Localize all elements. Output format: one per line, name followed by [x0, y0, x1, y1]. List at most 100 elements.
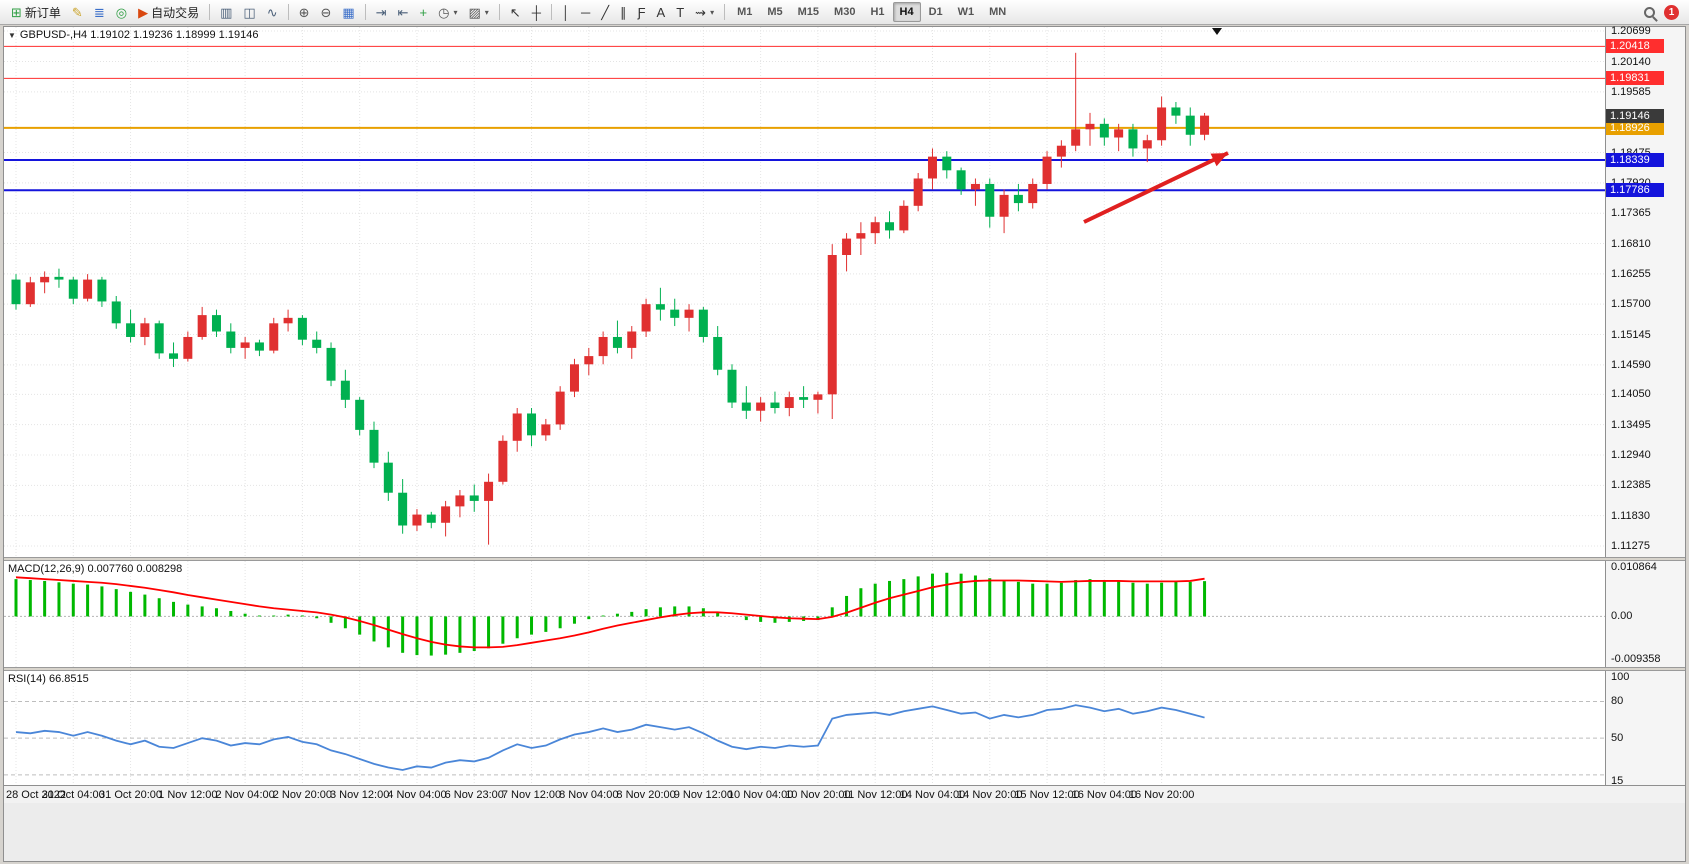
notification-badge[interactable]: 1 — [1664, 4, 1679, 20]
price-axis-label: 1.14050 — [1611, 388, 1651, 401]
market-watch-button[interactable]: ≣ — [89, 2, 110, 22]
rsi-axis-label: 100 — [1611, 671, 1630, 683]
fibonacci-button[interactable]: Ƒ — [633, 2, 651, 22]
tile-windows-button[interactable]: ▦ — [337, 2, 359, 22]
rsi-line — [15, 704, 1205, 771]
timeframe-h1-button[interactable]: H1 — [870, 6, 885, 18]
grid-horizontal — [4, 30, 1605, 547]
hline-icon: ─ — [581, 4, 591, 20]
templates-button[interactable]: ▨ ▾ — [463, 2, 493, 22]
arrows-icon: ⇝ — [695, 4, 707, 20]
toolbar-separator — [498, 4, 500, 20]
price-chart-canvas[interactable] — [4, 27, 1605, 557]
timeframe-m15-button[interactable]: M15 — [797, 6, 820, 18]
bar-chart-button[interactable]: ▥ — [215, 2, 237, 22]
pane-splitter[interactable] — [4, 667, 1685, 671]
time-axis-label: 1 Nov 12:00 — [158, 789, 218, 801]
channel-button[interactable]: ∥ — [615, 2, 632, 22]
timeframe-m1-button[interactable]: M1 — [737, 6, 753, 18]
timeframe-mn-button[interactable]: MN — [989, 6, 1007, 18]
symbol-ohlc-text: GBPUSD-,H4 1.19102 1.19236 1.18999 1.191… — [19, 29, 259, 41]
main-toolbar: ⊞ 新订单 ✎ ≣ ◎ ▶ 自动交易 ▥ ◫ ∿ ⊕ ⊖ ▦ ⇥ ⇤ + ◷ ▾ ▨ ▾ ↖ ┼ │ ─ ╱ ∥ Ƒ A T ⇝ ▾ M1 M5… — [0, 0, 1689, 25]
grid-vertical — [15, 27, 1163, 557]
toolbar-buttons: ⊞ 新订单 ✎ ≣ ◎ ▶ 自动交易 ▥ ◫ ∿ ⊕ ⊖ ▦ ⇥ ⇤ + ◷ ▾ ▨ ▾ ↖ ┼ │ ─ ╱ ∥ Ƒ A T ⇝ ▾ M1 M5… — [6, 2, 1644, 22]
symbol-ohlc-line: ▼ GBPUSD-,H4 1.19102 1.19236 1.18999 1.1… — [8, 29, 258, 41]
vline-icon: │ — [561, 4, 571, 20]
text-icon: A — [656, 4, 666, 20]
grid-vertical — [15, 671, 1163, 785]
dropdown-arrow-icon[interactable]: ▾ — [710, 7, 715, 17]
timeframe-w1-button[interactable]: W1 — [957, 6, 975, 18]
price-axis-label: 1.16255 — [1611, 267, 1651, 280]
trend-arrow-annotation[interactable] — [1083, 151, 1229, 224]
level-price-badge: 1.18926 — [1606, 120, 1664, 135]
vertical-line-button[interactable]: │ — [557, 2, 575, 22]
rsi-pane[interactable]: RSI(14) 66.8515 — [4, 671, 1605, 785]
candles-icon: ◫ — [243, 4, 256, 20]
zoom-out-button[interactable]: ⊖ — [316, 2, 337, 22]
macd-pane[interactable]: MACD(12,26,9) 0.007760 0.008298 — [4, 561, 1605, 667]
channel-icon: ∥ — [620, 4, 627, 20]
dropdown-arrow-icon[interactable]: ▾ — [484, 7, 489, 17]
cursor-button[interactable]: ↖ — [505, 2, 526, 22]
price-chart-pane[interactable]: ▼ GBPUSD-,H4 1.19102 1.19236 1.18999 1.1… — [4, 27, 1605, 557]
cursor-icon: ↖ — [509, 4, 521, 20]
macd-histogram — [14, 572, 1207, 656]
chart-shift-button[interactable]: ⇤ — [393, 2, 414, 22]
price-axis-label: 1.12385 — [1611, 479, 1651, 492]
label-button[interactable]: T — [671, 2, 689, 22]
template-icon: ▨ — [468, 4, 481, 20]
trendline-button[interactable]: ╱ — [596, 2, 614, 22]
new-order-button[interactable]: ⊞ 新订单 — [6, 2, 66, 22]
candles-layer — [11, 52, 1210, 545]
timeframe-h4-button[interactable]: H4 — [892, 2, 921, 22]
price-axis-label: 1.17365 — [1611, 207, 1651, 220]
data-window-button[interactable]: ◎ — [111, 2, 132, 22]
chart-plus-icon: ⊞ — [11, 4, 22, 20]
time-axis-label: 16 Nov 20:00 — [1128, 789, 1195, 801]
candlestick-chart-button[interactable]: ◫ — [238, 2, 260, 22]
zoom-in-button[interactable]: ⊕ — [294, 2, 315, 22]
indicators-button[interactable]: + — [415, 2, 433, 22]
toolbar-separator — [209, 4, 211, 20]
time-axis[interactable]: 28 Oct 2022 31 Oct 04:00 31 Oct 20:00 1 Nov… — [4, 785, 1685, 803]
pane-splitter[interactable] — [4, 557, 1685, 561]
toolbar-separator — [550, 4, 552, 20]
autotrading-button[interactable]: ▶ 自动交易 — [133, 2, 204, 22]
price-axis-label: 1.20140 — [1611, 55, 1651, 68]
line-chart-button[interactable]: ∿ — [262, 2, 283, 22]
metaeditor-button[interactable]: ✎ — [67, 2, 88, 22]
horizontal-line-button[interactable]: ─ — [576, 2, 595, 22]
chart-shift-marker[interactable] — [1212, 28, 1222, 35]
rsi-axis-label: 50 — [1611, 732, 1624, 745]
rsi-canvas[interactable] — [4, 671, 1605, 785]
auto-scroll-button[interactable]: ⇥ — [371, 2, 392, 22]
timeframe-d1-button[interactable]: D1 — [928, 6, 943, 18]
time-axis-label: 16 Nov 04:00 — [1071, 789, 1138, 801]
time-axis-label: 11 Nov 12:00 — [842, 789, 908, 801]
rsi-axis-label: 80 — [1611, 695, 1624, 708]
timeframe-m5-button[interactable]: M5 — [767, 6, 783, 18]
search-icon[interactable] — [1644, 6, 1655, 18]
price-axis-label: 1.16810 — [1611, 237, 1651, 250]
periods-button[interactable]: ◷ ▾ — [433, 2, 462, 22]
autotrading-button-label: 自动交易 — [151, 5, 200, 20]
footer-space — [4, 803, 1685, 861]
symbol-dropdown-icon[interactable]: ▼ — [8, 30, 16, 40]
text-button[interactable]: A — [652, 2, 671, 22]
label-icon: T — [676, 4, 685, 20]
support-resistance-lines — [4, 45, 1605, 192]
arrows-button[interactable]: ⇝ ▾ — [690, 2, 719, 22]
price-axis[interactable]: 1.206991.201401.195851.184751.179201.173… — [1605, 25, 1685, 787]
time-axis-label: 2 Nov 20:00 — [272, 789, 333, 801]
bars-icon: ▥ — [220, 4, 233, 20]
macd-signal-line — [15, 576, 1205, 649]
macd-canvas[interactable] — [4, 561, 1605, 667]
time-axis-label: 4 Nov 04:00 — [387, 789, 447, 801]
toolbar-right: 1 — [1644, 4, 1683, 20]
crosshair-button[interactable]: ┼ — [527, 2, 546, 22]
macd-axis-label: 0.010864 — [1611, 561, 1657, 573]
timeframe-m30-button[interactable]: M30 — [834, 6, 856, 18]
pen-icon: ✎ — [71, 4, 83, 20]
dropdown-arrow-icon[interactable]: ▾ — [453, 7, 458, 17]
